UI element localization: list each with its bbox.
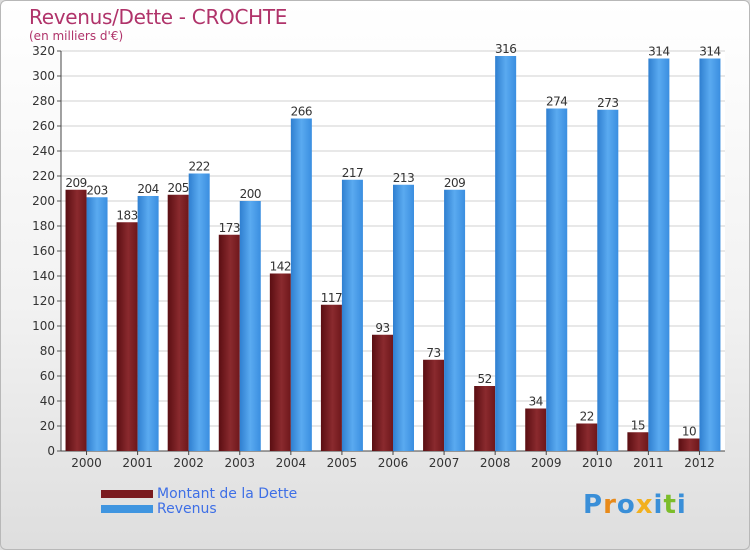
y-tick-label: 180 [32, 219, 55, 233]
x-tick-label: 2005 [327, 456, 358, 470]
x-tick-label: 2006 [378, 456, 409, 470]
bar-dette [65, 189, 87, 451]
data-label-dette: 15 [631, 418, 645, 432]
y-tick-label: 0 [47, 444, 55, 458]
x-tick-label: 2010 [582, 456, 613, 470]
bar-revenus [393, 184, 414, 451]
data-label-dette: 10 [682, 425, 696, 439]
x-tick-label: 2012 [684, 456, 715, 470]
y-tick-label: 100 [32, 319, 55, 333]
bar-dette [627, 432, 649, 451]
data-label-revenus: 274 [546, 95, 567, 109]
data-label-revenus: 314 [648, 45, 669, 59]
logo-letter: P [583, 490, 604, 520]
bar-revenus [444, 189, 466, 451]
data-label-revenus: 222 [188, 160, 209, 174]
bar-revenus [86, 197, 108, 451]
bar-revenus [495, 56, 517, 451]
data-label-dette: 52 [478, 372, 492, 386]
legend-label-dette: Montant de la Dette [157, 486, 298, 502]
y-tick-label: 80 [40, 344, 55, 358]
bar-chart: 0 20 40 60 80 100 120 140 160 180 200 220 240 260 280 3… [32, 42, 725, 470]
bar-dette [116, 222, 138, 451]
data-label-revenus: 209 [444, 176, 465, 190]
bar-revenus [239, 201, 261, 451]
bar-dette [576, 423, 598, 451]
legend-label-revenus: Revenus [157, 501, 217, 517]
bar-dette [167, 194, 189, 451]
y-tick-label: 160 [32, 244, 55, 258]
data-label-revenus: 314 [699, 45, 720, 59]
data-label-revenus: 273 [597, 96, 618, 110]
bar-dette [423, 359, 445, 451]
bar-dette [525, 408, 547, 451]
data-label-revenus: 204 [137, 182, 158, 196]
data-label-revenus: 200 [240, 187, 261, 201]
bar-revenus [597, 109, 619, 451]
logo-letter: t [663, 490, 677, 520]
data-label-dette: 209 [65, 176, 86, 190]
y-tick-label: 140 [32, 269, 55, 283]
x-tick-label: 2000 [71, 456, 102, 470]
logo-letter: i [653, 490, 664, 520]
x-tick-label: 2004 [276, 456, 307, 470]
data-label-revenus: 217 [342, 166, 363, 180]
x-tick-label: 2009 [531, 456, 562, 470]
bar-dette [218, 234, 240, 451]
legend-swatch-revenus [101, 505, 153, 513]
y-tick-label: 320 [32, 44, 55, 58]
bar-revenus [648, 58, 670, 451]
y-tick-label: 300 [32, 69, 55, 83]
logo-letter: r [603, 490, 617, 520]
data-label-dette: 73 [426, 346, 440, 360]
data-label-revenus: 203 [86, 183, 107, 197]
data-label-dette: 93 [375, 321, 389, 335]
data-label-revenus: 266 [291, 105, 312, 119]
y-tick-label: 40 [40, 394, 55, 408]
y-tick-label: 220 [32, 169, 55, 183]
data-label-dette: 22 [580, 410, 594, 424]
data-label-dette: 117 [321, 291, 342, 305]
x-tick-label: 2008 [480, 456, 511, 470]
data-label-dette: 183 [116, 208, 137, 222]
x-tick-label: 2011 [633, 456, 664, 470]
y-tick-label: 280 [32, 94, 55, 108]
bar-revenus [290, 118, 312, 451]
chart-subtitle: (en milliers d'€) [29, 29, 124, 43]
y-tick-label: 120 [32, 294, 55, 308]
bar-dette [474, 386, 496, 451]
data-label-dette: 205 [167, 181, 188, 195]
x-tick-label: 2007 [429, 456, 460, 470]
data-label-dette: 142 [270, 260, 291, 274]
x-tick-label: 2001 [122, 456, 153, 470]
bar-revenus [341, 179, 363, 451]
logo-letter: i [676, 490, 687, 520]
x-tick-label: 2003 [224, 456, 255, 470]
bar-revenus [546, 108, 568, 451]
legend-swatch-dette [101, 490, 153, 498]
bar-revenus [699, 58, 721, 451]
bar-revenus [188, 173, 210, 451]
y-tick-label: 200 [32, 194, 55, 208]
bar-dette [269, 273, 291, 451]
bar-revenus [137, 196, 159, 451]
logo-letter: o [616, 490, 636, 520]
chart-title: Revenus/Dette - CROCHTE [29, 5, 288, 29]
bar-dette [678, 438, 700, 451]
y-tick-label: 60 [40, 369, 55, 383]
data-label-revenus: 316 [495, 42, 516, 56]
data-label-revenus: 213 [393, 171, 414, 185]
x-tick-label: 2002 [173, 456, 204, 470]
logo-letter: x [635, 490, 654, 520]
proxiti-logo: Proxiti [583, 490, 687, 520]
y-tick-label: 240 [32, 144, 55, 158]
data-label-dette: 34 [529, 395, 543, 409]
bar-dette [320, 304, 342, 451]
data-label-dette: 173 [219, 221, 240, 235]
y-tick-label: 20 [40, 419, 55, 433]
y-tick-label: 260 [32, 119, 55, 133]
bar-dette [372, 334, 393, 451]
